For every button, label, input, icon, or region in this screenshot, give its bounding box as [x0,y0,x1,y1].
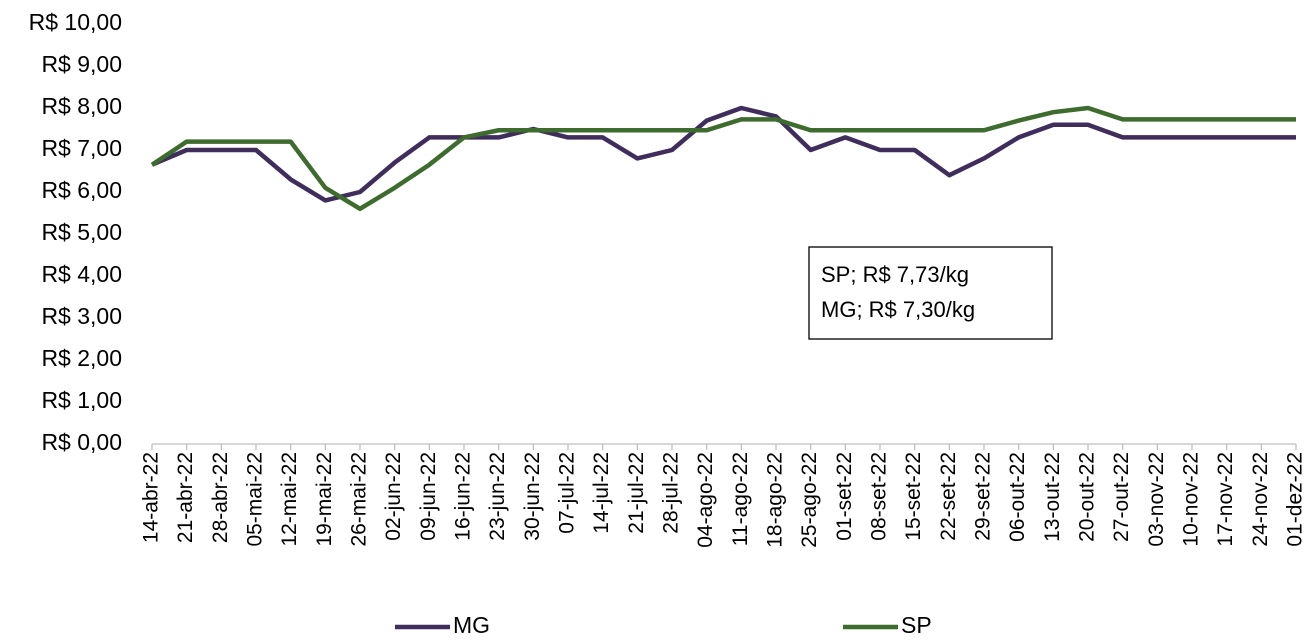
series-line [150,105,1296,212]
legend-label: SP [901,612,932,638]
x-tick-label: 22-set-22 [937,452,960,541]
x-tick-label: 12-mai-22 [278,452,301,547]
x-tick-label: 04-ago-22 [694,452,717,548]
y-tick-label: R$ 5,00 [41,219,122,245]
x-tick-label: 19-mai-22 [313,452,336,547]
x-tick-label: 18-ago-22 [764,452,787,548]
legend-label: MG [453,612,490,638]
x-tick-label: 17-nov-22 [1214,452,1237,547]
x-tick-label: 26-mai-22 [348,452,371,547]
x-tick-label: 30-jun-22 [521,452,544,541]
y-tick-label: R$ 0,00 [41,429,122,455]
annotation: MG; R$ 7,30/kg [821,297,975,322]
x-tick-label: 10-nov-22 [1180,452,1203,547]
x-tick-label: 21-jul-22 [625,452,648,534]
x-tick-label: 28-jul-22 [660,452,683,534]
x-tick-label: 03-nov-22 [1145,452,1168,547]
x-tick-label: 01-dez-22 [1284,452,1307,547]
x-tick-label: 16-jun-22 [452,452,475,541]
x-tick-label: 14-abr-22 [140,452,163,543]
x-tick-label: 06-out-22 [1006,452,1029,542]
x-tick-label: 28-abr-22 [209,452,232,543]
y-tick-label: R$ 3,00 [41,303,122,329]
annotation: SP; R$ 7,73/kg [821,262,969,287]
x-tick-label: 08-set-22 [868,452,891,541]
x-tick-label: 01-set-22 [833,452,856,541]
y-tick-label: R$ 7,00 [41,135,122,161]
x-tick-label: 27-out-22 [1110,452,1133,542]
x-tick-label: 07-jul-22 [556,452,579,534]
x-tick-label: 20-out-22 [1076,452,1099,542]
y-tick-label: R$ 10,00 [29,9,122,35]
x-tick-label: 25-ago-22 [798,452,821,548]
x-tick-label: 11-ago-22 [729,452,752,546]
x-tick-label: 02-jun-22 [382,452,405,541]
x-tick-label: 05-mai-22 [244,452,267,547]
y-tick-label: R$ 6,00 [41,177,122,203]
annotation-box [808,246,1053,340]
x-tick-label: 15-set-22 [902,452,925,541]
x-tick-label: 13-out-22 [1041,452,1064,542]
y-tick-label: R$ 8,00 [41,93,122,119]
y-tick-label: R$ 4,00 [41,261,122,287]
x-tick-label: 23-jun-22 [486,452,509,541]
x-tick-label: 29-set-22 [972,452,995,541]
x-tick-label: 14-jul-22 [590,452,613,534]
x-tick-label: 24-nov-22 [1249,452,1272,547]
y-tick-label: R$ 2,00 [41,345,122,371]
y-tick-label: R$ 1,00 [41,387,122,413]
x-tick-label: 21-abr-22 [174,452,197,543]
x-tick-label: 09-jun-22 [417,452,440,541]
y-tick-label: R$ 9,00 [41,51,122,77]
